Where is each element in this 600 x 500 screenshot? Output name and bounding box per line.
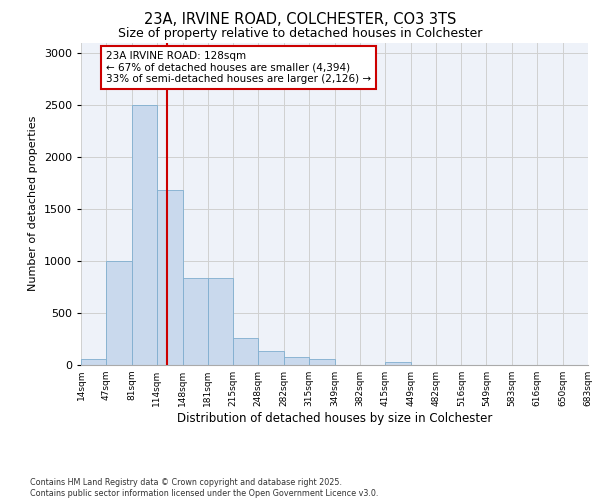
Text: Contains HM Land Registry data © Crown copyright and database right 2025.
Contai: Contains HM Land Registry data © Crown c… (30, 478, 379, 498)
Text: Size of property relative to detached houses in Colchester: Size of property relative to detached ho… (118, 28, 482, 40)
X-axis label: Distribution of detached houses by size in Colchester: Distribution of detached houses by size … (177, 412, 492, 425)
Bar (284, 357, 309, 365)
Bar (208, 278, 233, 365)
Bar (182, 278, 208, 365)
Bar (309, 360, 335, 365)
Text: 23A, IRVINE ROAD, COLCHESTER, CO3 3TS: 23A, IRVINE ROAD, COLCHESTER, CO3 3TS (144, 12, 456, 28)
Bar (385, 362, 410, 365)
Bar (157, 190, 182, 365)
Bar (81, 360, 106, 365)
Bar (259, 352, 284, 365)
Bar (132, 105, 157, 365)
Y-axis label: Number of detached properties: Number of detached properties (28, 116, 38, 292)
Text: 23A IRVINE ROAD: 128sqm
← 67% of detached houses are smaller (4,394)
33% of semi: 23A IRVINE ROAD: 128sqm ← 67% of detache… (106, 51, 371, 84)
Bar (106, 261, 132, 365)
Bar (233, 338, 259, 365)
